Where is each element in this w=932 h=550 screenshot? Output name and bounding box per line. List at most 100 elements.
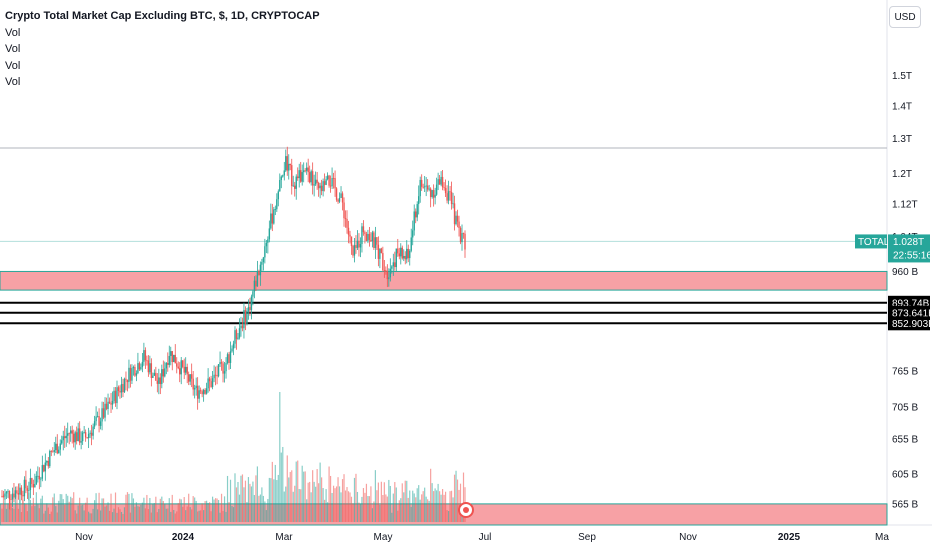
candle-body[interactable] bbox=[102, 408, 105, 418]
candle-body[interactable] bbox=[323, 181, 326, 185]
candle-body[interactable] bbox=[92, 426, 94, 436]
candle-body[interactable] bbox=[353, 245, 356, 256]
candle-body[interactable] bbox=[326, 175, 329, 180]
candle-body[interactable] bbox=[273, 209, 275, 224]
candle-body[interactable] bbox=[185, 366, 187, 373]
candle-body[interactable] bbox=[316, 179, 318, 183]
candle-body[interactable] bbox=[264, 246, 266, 258]
candle-body[interactable] bbox=[388, 277, 390, 280]
candle-body[interactable] bbox=[46, 460, 48, 463]
candle-body[interactable] bbox=[192, 378, 194, 390]
candle-body[interactable] bbox=[62, 436, 64, 441]
candle-body[interactable] bbox=[83, 432, 85, 434]
candle-body[interactable] bbox=[444, 188, 447, 194]
candle-body[interactable] bbox=[222, 363, 224, 374]
candle-body[interactable] bbox=[295, 176, 297, 189]
candle-body[interactable] bbox=[395, 248, 397, 268]
candle-body[interactable] bbox=[450, 191, 453, 205]
candle-body[interactable] bbox=[25, 479, 27, 489]
candle-body[interactable] bbox=[110, 403, 112, 405]
candle-body[interactable] bbox=[462, 233, 465, 234]
candle-body[interactable] bbox=[383, 270, 386, 271]
candle-body[interactable] bbox=[134, 367, 136, 376]
candle-body[interactable] bbox=[274, 209, 277, 211]
vol-label-1[interactable]: Vol bbox=[5, 26, 21, 39]
candle-body[interactable] bbox=[377, 244, 380, 259]
candle-body[interactable] bbox=[435, 184, 438, 195]
candle-body[interactable] bbox=[270, 213, 272, 229]
candle-body[interactable] bbox=[198, 390, 200, 399]
candle-body[interactable] bbox=[150, 363, 153, 379]
candle-body[interactable] bbox=[340, 193, 342, 199]
candle-body[interactable] bbox=[119, 390, 121, 393]
candle-body[interactable] bbox=[182, 360, 184, 367]
candle-body[interactable] bbox=[31, 478, 33, 484]
candle-body[interactable] bbox=[350, 236, 353, 247]
candle-body[interactable] bbox=[114, 390, 117, 404]
candle-body[interactable] bbox=[380, 248, 383, 254]
candle-body[interactable] bbox=[162, 369, 165, 377]
candle-body[interactable] bbox=[267, 239, 269, 243]
candle-body[interactable] bbox=[406, 248, 408, 260]
candle-body[interactable] bbox=[105, 403, 108, 409]
candle-body[interactable] bbox=[26, 488, 29, 491]
candle-body[interactable] bbox=[195, 385, 197, 389]
candle-body[interactable] bbox=[74, 432, 76, 443]
candle-body[interactable] bbox=[255, 280, 257, 287]
candle-body[interactable] bbox=[32, 483, 35, 488]
candle-body[interactable] bbox=[220, 362, 223, 364]
candle-body[interactable] bbox=[291, 165, 293, 187]
candle-body[interactable] bbox=[231, 348, 233, 352]
candle-body[interactable] bbox=[356, 240, 359, 248]
candle-body[interactable] bbox=[81, 432, 84, 442]
candle-body[interactable] bbox=[93, 421, 96, 427]
candle-body[interactable] bbox=[87, 433, 90, 439]
candle-body[interactable] bbox=[234, 330, 236, 344]
candle-body[interactable] bbox=[409, 250, 411, 259]
candle-body[interactable] bbox=[164, 368, 166, 377]
candle-body[interactable] bbox=[167, 362, 169, 365]
candle-body[interactable] bbox=[446, 193, 448, 201]
candle-body[interactable] bbox=[58, 449, 60, 454]
candle-body[interactable] bbox=[418, 196, 420, 205]
candle-body[interactable] bbox=[199, 390, 202, 392]
candle-body[interactable] bbox=[314, 179, 317, 185]
candle-body[interactable] bbox=[335, 188, 338, 200]
candle-body[interactable] bbox=[123, 378, 126, 393]
candle-body[interactable] bbox=[294, 185, 296, 189]
candle-body[interactable] bbox=[37, 475, 39, 477]
candle-body[interactable] bbox=[438, 179, 441, 185]
candle-body[interactable] bbox=[140, 367, 142, 370]
candle-body[interactable] bbox=[89, 432, 91, 434]
candle-body[interactable] bbox=[52, 451, 54, 453]
candle-body[interactable] bbox=[373, 232, 375, 248]
candle-body[interactable] bbox=[300, 170, 302, 182]
candle-body[interactable] bbox=[64, 436, 66, 439]
candle-body[interactable] bbox=[385, 270, 387, 272]
candle-body[interactable] bbox=[368, 233, 371, 240]
candle-body[interactable] bbox=[437, 179, 439, 185]
candle-body[interactable] bbox=[68, 433, 70, 435]
candle-body[interactable] bbox=[394, 262, 396, 268]
candle-body[interactable] bbox=[252, 291, 254, 297]
candle-body[interactable] bbox=[425, 185, 427, 187]
candle-body[interactable] bbox=[49, 451, 51, 467]
candle-body[interactable] bbox=[179, 368, 181, 375]
candle-body[interactable] bbox=[228, 354, 230, 363]
candle-body[interactable] bbox=[217, 364, 220, 377]
candle-body[interactable] bbox=[304, 170, 306, 172]
candle-body[interactable] bbox=[205, 388, 208, 394]
candle-body[interactable] bbox=[174, 354, 176, 364]
candle-body[interactable] bbox=[246, 311, 248, 324]
candle-body[interactable] bbox=[70, 430, 72, 434]
candle-body[interactable] bbox=[334, 178, 336, 189]
candle-body[interactable] bbox=[213, 374, 215, 379]
candle-body[interactable] bbox=[265, 242, 268, 247]
candle-body[interactable] bbox=[297, 176, 299, 179]
candle-body[interactable] bbox=[292, 185, 294, 187]
candle-body[interactable] bbox=[441, 176, 444, 188]
candle-body[interactable] bbox=[422, 186, 424, 188]
candle-body[interactable] bbox=[86, 437, 88, 439]
candle-body[interactable] bbox=[232, 343, 235, 349]
candle-body[interactable] bbox=[271, 213, 274, 224]
